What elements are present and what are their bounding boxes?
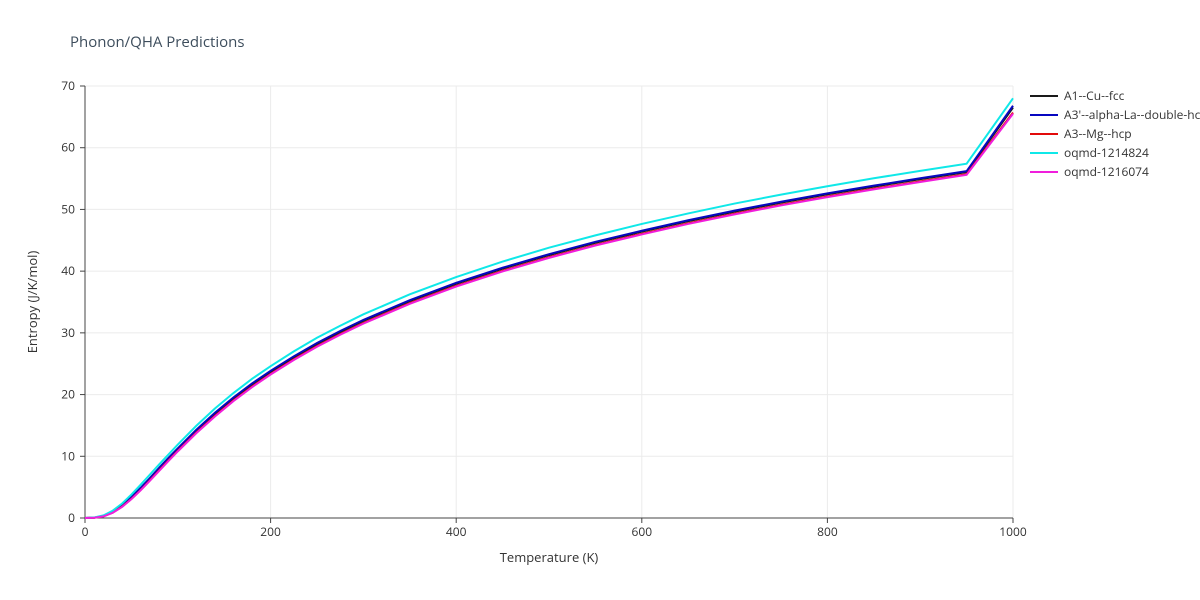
y-tick-label: 40 xyxy=(61,262,75,279)
legend-swatch xyxy=(1030,95,1058,97)
y-tick-label: 70 xyxy=(61,77,75,94)
chart-title: Phonon/QHA Predictions xyxy=(70,32,245,52)
legend-swatch xyxy=(1030,152,1058,154)
x-axis-title: Temperature (K) xyxy=(500,548,599,566)
legend-label: oqmd-1216074 xyxy=(1064,163,1149,180)
x-tick-label: 400 xyxy=(446,523,467,540)
series-line xyxy=(85,98,1013,518)
legend-item[interactable]: A1--Cu--fcc xyxy=(1030,86,1200,105)
legend-item[interactable]: oqmd-1214824 xyxy=(1030,143,1200,162)
x-tick-label: 800 xyxy=(817,523,838,540)
y-axis-title: Entropy (J/K/mol) xyxy=(23,251,41,354)
series-line xyxy=(85,113,1013,518)
legend-item[interactable]: oqmd-1216074 xyxy=(1030,162,1200,181)
y-tick-label: 60 xyxy=(61,139,75,156)
legend-label: A3'--alpha-La--double-hcp xyxy=(1064,106,1200,123)
gridlines xyxy=(85,86,1013,518)
x-tick-label: 0 xyxy=(82,523,89,540)
y-tick-label: 20 xyxy=(61,386,75,403)
y-tick-label: 0 xyxy=(68,509,75,526)
series-group xyxy=(85,98,1013,518)
chart-svg: 0 200 400 600 800 1000 0 10 20 30 40 50 60 70 Temperat… xyxy=(0,0,1200,600)
legend-item[interactable]: A3--Mg--hcp xyxy=(1030,124,1200,143)
y-tick-label: 10 xyxy=(61,447,75,464)
x-tick-label: 200 xyxy=(260,523,281,540)
legend-swatch xyxy=(1030,133,1058,135)
y-tick-label: 50 xyxy=(61,200,75,217)
legend-swatch xyxy=(1030,171,1058,173)
legend-label: A1--Cu--fcc xyxy=(1064,87,1124,104)
legend: A1--Cu--fcc A3'--alpha-La--double-hcp A3--… xyxy=(1030,86,1200,181)
chart-container: Phonon/QHA Predictions 02004006008001000… xyxy=(0,0,1200,600)
y-tick-label: 30 xyxy=(61,324,75,341)
legend-label: A3--Mg--hcp xyxy=(1064,125,1132,142)
x-tick-label: 600 xyxy=(632,523,653,540)
series-line xyxy=(85,114,1013,518)
x-tick-label: 1000 xyxy=(999,523,1027,540)
legend-swatch xyxy=(1030,114,1058,116)
legend-label: oqmd-1214824 xyxy=(1064,144,1149,161)
legend-item[interactable]: A3'--alpha-La--double-hcp xyxy=(1030,105,1200,124)
